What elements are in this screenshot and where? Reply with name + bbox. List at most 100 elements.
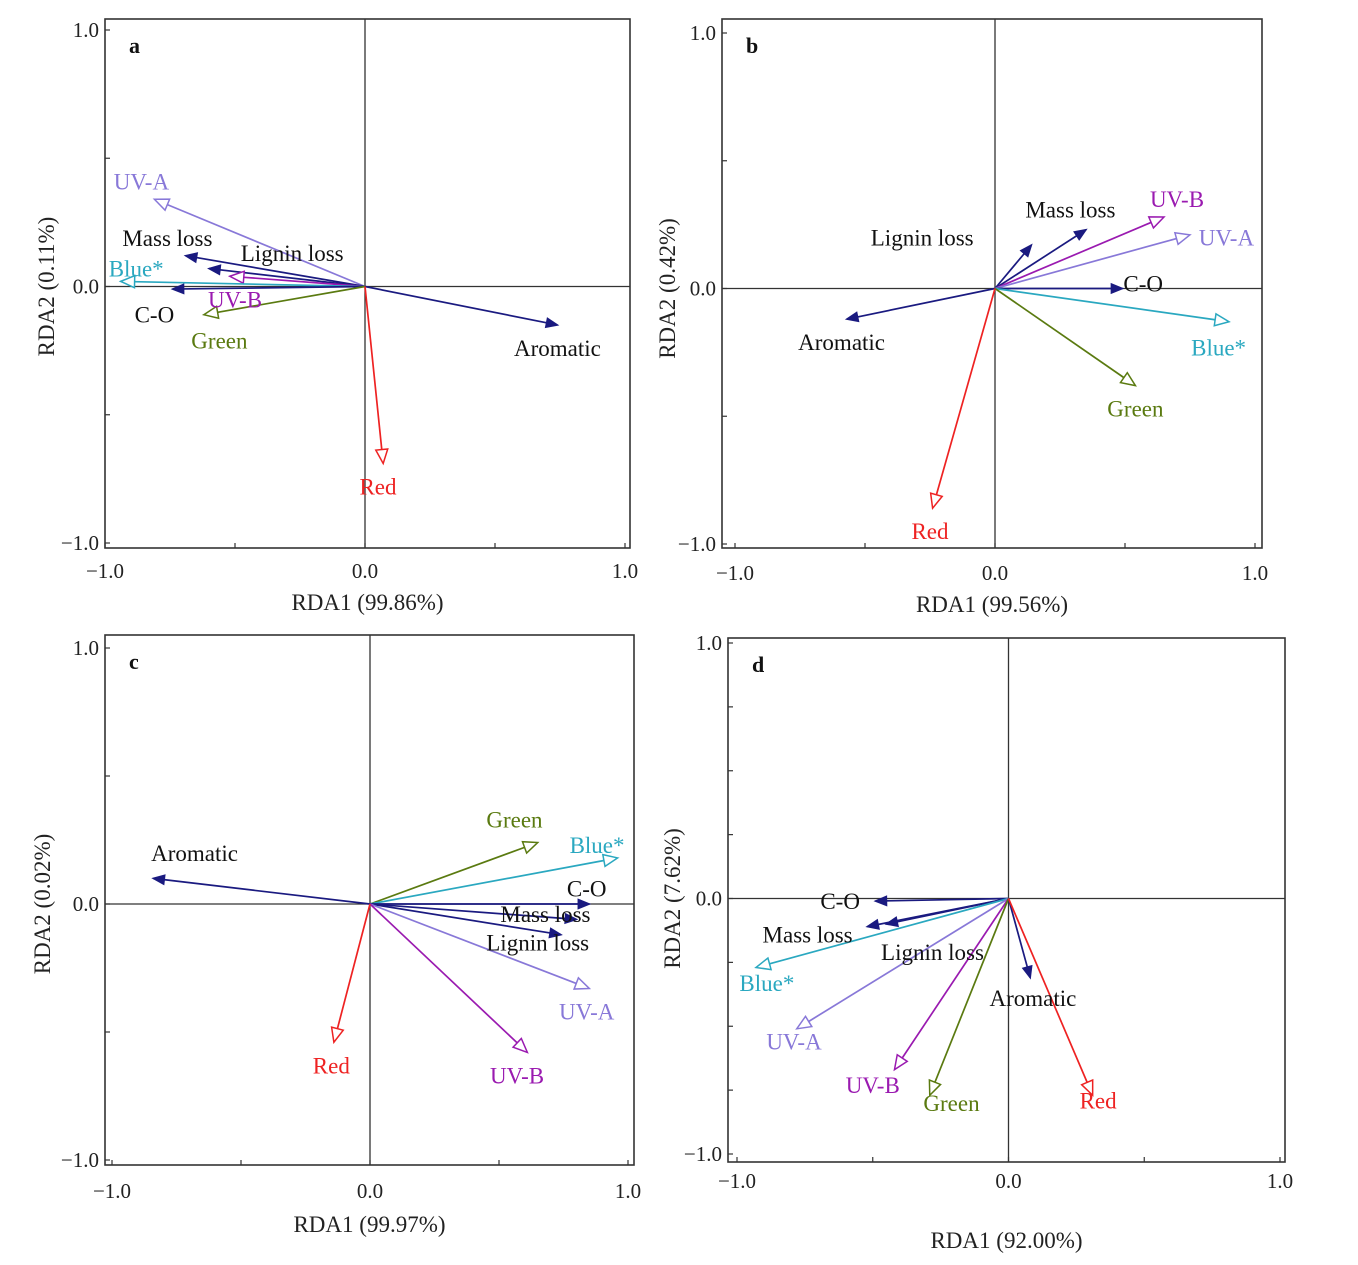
vector-line <box>336 903 371 1029</box>
vector-label-blue-star: Blue* <box>570 833 625 858</box>
vector-label-aromatic: Aromatic <box>151 841 238 866</box>
vector-label-c-o: C-O <box>567 877 607 902</box>
plot-frame <box>727 637 1286 1163</box>
arrowhead-icon <box>795 1014 814 1030</box>
vector-label-c-o: C-O <box>1123 271 1163 296</box>
vector-uv-a <box>795 897 1009 1030</box>
arrowhead-icon <box>1019 243 1033 258</box>
vector-label-green: Green <box>923 1091 980 1116</box>
vector-uv-b <box>994 216 1166 290</box>
vector-line <box>369 846 525 905</box>
y-tick-label: −1.0 <box>61 1148 99 1172</box>
vector-uv-a <box>994 231 1192 290</box>
vector-line <box>875 897 1009 902</box>
vector-line <box>134 280 366 288</box>
arrowhead-icon <box>1119 371 1137 387</box>
vector-label-mass-loss: Mass loss <box>122 226 212 251</box>
x-axis-label: RDA1 (99.56%) <box>916 592 1068 617</box>
x-tick-label: 0.0 <box>982 561 1008 585</box>
vector-label-mass-loss: Mass loss <box>1025 197 1115 222</box>
vector-line <box>1007 898 1088 1083</box>
panel-letter: b <box>746 33 758 58</box>
x-tick-label: −1.0 <box>716 561 754 585</box>
vector-c-o <box>873 895 1009 907</box>
vector-aromatic <box>151 874 371 905</box>
arrowhead-icon <box>152 198 171 212</box>
arrowhead-icon <box>1021 964 1033 980</box>
arrowhead-icon <box>151 874 166 886</box>
vector-aromatic <box>364 285 560 329</box>
vector-label-uv-a: UV-A <box>114 169 170 194</box>
vector-line <box>994 237 1177 290</box>
y-tick-label: −1.0 <box>678 532 716 556</box>
vector-line <box>369 903 577 985</box>
vector-label-uv-b: UV-B <box>1150 187 1204 212</box>
vector-red <box>929 288 996 511</box>
vector-label-aromatic: Aromatic <box>990 986 1077 1011</box>
vector-label-mass-loss: Mass loss <box>763 922 853 947</box>
y-tick-label: 0.0 <box>696 887 722 911</box>
vector-line <box>935 288 996 495</box>
vector-label-lignin-loss: Lignin loss <box>486 930 589 955</box>
arrowhead-icon <box>227 270 246 285</box>
y-tick-label: 0.0 <box>73 892 99 916</box>
vector-blue-star <box>994 287 1231 327</box>
vector-line <box>1007 898 1032 978</box>
arrowhead-icon <box>564 912 579 925</box>
vector-green <box>994 287 1137 387</box>
vector-uv-a <box>152 198 366 288</box>
x-tick-label: −1.0 <box>93 1179 131 1203</box>
vector-line <box>769 897 1009 965</box>
arrowhead-icon <box>873 895 888 907</box>
vector-uv-a <box>369 903 592 990</box>
arrowhead-icon <box>330 1026 345 1045</box>
arrowhead-icon <box>1147 216 1166 230</box>
vector-c-o <box>995 282 1125 295</box>
vector-aromatic <box>844 287 996 323</box>
vector-label-blue-star: Blue* <box>1191 335 1246 360</box>
vector-blue-star <box>369 853 620 905</box>
vector-label-mass-loss: Mass loss <box>500 902 590 927</box>
arrowhead-icon <box>865 918 880 930</box>
x-axis-label: RDA1 (92.00%) <box>930 1228 1082 1253</box>
vector-red <box>1007 898 1094 1097</box>
plot-frame <box>721 18 1263 549</box>
vector-lignin-loss <box>207 264 366 288</box>
vector-lignin-loss <box>884 897 1009 928</box>
vector-green <box>201 285 366 320</box>
vector-label-c-o: C-O <box>135 303 175 328</box>
panel-d: −1.0 0.0 1.0 1.0 0.0 −1.0 RDA1 (92.00%) RDA2 (7… <box>660 631 1293 1253</box>
vector-label-uv-b: UV-B <box>846 1073 900 1098</box>
x-tick-label: 1.0 <box>615 1179 641 1203</box>
arrowhead-icon <box>572 976 592 990</box>
vector-line <box>185 254 366 288</box>
arrowhead-icon <box>601 853 620 868</box>
panel-letter: d <box>752 652 764 677</box>
vector-label-red: Red <box>1080 1088 1118 1113</box>
vector-lignin-loss <box>994 243 1033 290</box>
arrowhead-icon <box>374 448 389 466</box>
arrowhead-icon <box>1073 228 1088 241</box>
x-tick-label: −1.0 <box>86 559 124 583</box>
vector-line <box>369 903 518 1044</box>
panel-letter: a <box>129 33 140 58</box>
vector-line <box>369 903 577 921</box>
vector-aromatic <box>1007 898 1033 980</box>
vector-line <box>994 287 1216 321</box>
x-tick-label: 0.0 <box>352 559 378 583</box>
vector-line <box>364 285 558 326</box>
vector-label-green: Green <box>1107 397 1164 422</box>
arrowhead-icon <box>207 264 222 276</box>
arrowhead-icon <box>884 916 899 928</box>
vector-red <box>364 286 389 466</box>
vector-green <box>928 898 1010 1098</box>
vector-blue-star <box>118 274 366 289</box>
y-tick-label: 0.0 <box>690 277 716 301</box>
vector-uv-b <box>227 270 366 288</box>
vector-green <box>369 840 540 905</box>
x-tick-label: 1.0 <box>612 559 638 583</box>
vector-label-uv-a: UV-A <box>1199 225 1255 250</box>
arrowhead-icon <box>118 274 136 289</box>
x-tick-label: 1.0 <box>1242 561 1268 585</box>
